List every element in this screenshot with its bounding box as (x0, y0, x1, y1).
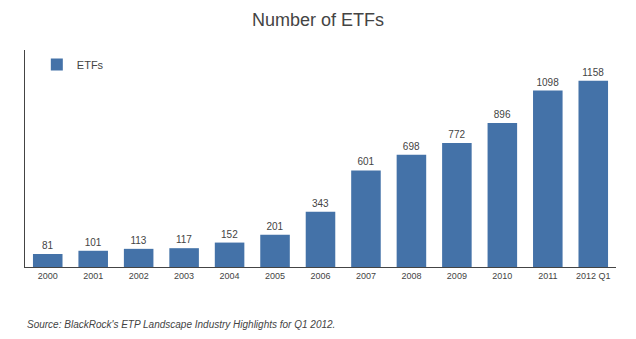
svg-text:2000: 2000 (38, 271, 58, 281)
svg-text:Number of ETFs: Number of ETFs (252, 10, 384, 30)
svg-text:772: 772 (448, 129, 465, 140)
svg-text:698: 698 (403, 141, 420, 152)
svg-text:117: 117 (176, 234, 192, 245)
svg-text:2005: 2005 (265, 271, 285, 281)
svg-text:2009: 2009 (447, 271, 467, 281)
svg-text:152: 152 (221, 229, 238, 240)
svg-text:2001: 2001 (83, 271, 103, 281)
svg-text:1158: 1158 (582, 67, 604, 78)
svg-text:201: 201 (266, 221, 283, 232)
svg-text:ETFs: ETFs (77, 59, 104, 71)
svg-text:2004: 2004 (220, 271, 240, 281)
svg-text:2002: 2002 (129, 271, 149, 281)
svg-text:2012 Q1: 2012 Q1 (576, 271, 611, 281)
svg-text:2006: 2006 (310, 271, 330, 281)
svg-text:2010: 2010 (492, 271, 512, 281)
svg-text:2007: 2007 (356, 271, 376, 281)
svg-text:2003: 2003 (174, 271, 194, 281)
svg-text:101: 101 (85, 237, 102, 248)
svg-text:601: 601 (357, 156, 374, 167)
svg-text:896: 896 (494, 109, 511, 120)
svg-text:2011: 2011 (538, 271, 557, 281)
svg-text:81: 81 (42, 240, 54, 251)
svg-text:Source: BlackRock's ETP Landsc: Source: BlackRock's ETP Landscape Indust… (27, 319, 335, 330)
svg-text:343: 343 (312, 198, 329, 209)
svg-text:113: 113 (130, 235, 146, 246)
svg-text:2008: 2008 (401, 271, 421, 281)
svg-text:1098: 1098 (536, 77, 559, 88)
